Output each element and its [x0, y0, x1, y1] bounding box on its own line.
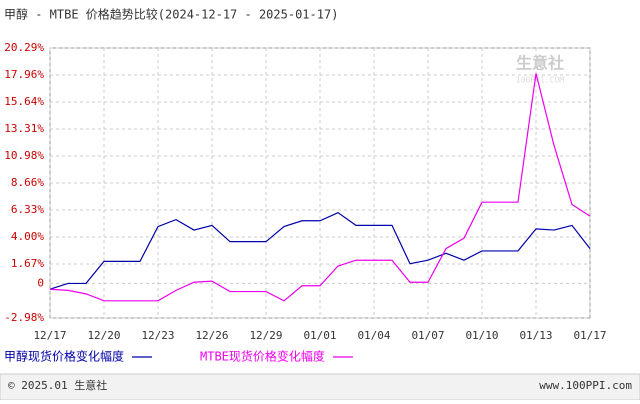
- y-tick-label: 0: [37, 276, 44, 289]
- series-line: [49, 211, 591, 290]
- x-tick-label: 12/29: [249, 329, 282, 342]
- x-tick-label: 01/13: [519, 329, 552, 342]
- watermark-sub: 100PPI.COM: [516, 76, 564, 85]
- y-tick-label: 6.33%: [11, 203, 44, 216]
- y-tick-label: 4.00%: [11, 230, 44, 243]
- x-tick-label: 12/26: [195, 329, 228, 342]
- y-tick-label: 17.96%: [4, 68, 44, 81]
- y-tick-label: -2.98%: [4, 311, 44, 324]
- x-tick-label: 12/17: [33, 329, 66, 342]
- x-tick-label: 01/01: [303, 329, 336, 342]
- chart-title: 甲醇 - MTBE 价格趋势比较(2024-12-17 - 2025-01-17…: [4, 7, 338, 22]
- x-tick-label: 12/23: [141, 329, 174, 342]
- footer-right: www.100PPI.com: [539, 379, 632, 392]
- legend-label: MTBE现货价格变化幅度: [200, 349, 325, 364]
- footer-left: © 2025.01 生意社: [8, 378, 107, 392]
- y-tick-label: 13.31%: [4, 122, 44, 135]
- y-tick-label: 1.67%: [11, 257, 44, 270]
- series-line: [49, 73, 591, 302]
- y-tick-label: 20.29%: [4, 41, 44, 54]
- footer-bar: [0, 373, 640, 401]
- watermark: 生意社: [516, 54, 564, 73]
- x-tick-label: 01/10: [465, 329, 498, 342]
- y-tick-label: 15.64%: [4, 95, 44, 108]
- y-tick-label: 10.98%: [4, 149, 44, 162]
- x-tick-label: 01/17: [573, 329, 606, 342]
- x-tick-label: 01/04: [357, 329, 390, 342]
- x-tick-label: 01/07: [411, 329, 444, 342]
- y-tick-label: 8.66%: [11, 176, 44, 189]
- x-tick-label: 12/20: [87, 329, 120, 342]
- legend-label: 甲醇现货价格变化幅度: [4, 349, 124, 364]
